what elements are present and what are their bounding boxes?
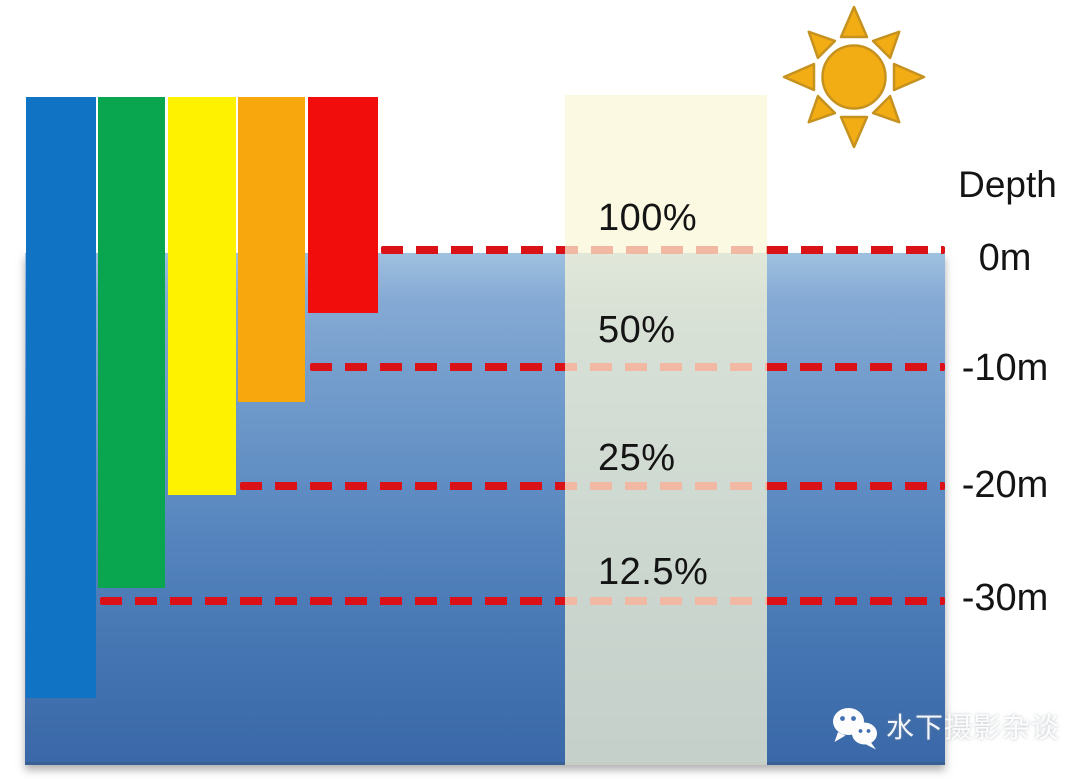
depth-tick-0m: 0m (978, 237, 1032, 279)
bar-green-light (98, 97, 165, 588)
watermark: 水下摄影杂谈 (831, 706, 1060, 750)
depth-tick-20m: -20m (961, 464, 1049, 506)
sun-disc (821, 44, 887, 110)
watermark-text: 水下摄影杂谈 (886, 712, 1061, 743)
bar-blue-light (26, 97, 96, 698)
sun-rays (782, 5, 926, 149)
sun-icon (782, 5, 926, 149)
wechat-icon (833, 708, 877, 750)
light-percent-50: 50% (598, 309, 676, 351)
light-percent-12-5: 12.5% (598, 551, 709, 593)
bar-red-light (308, 97, 378, 313)
bar-orange-light (238, 97, 305, 402)
bar-yellow-light (168, 97, 236, 495)
sunlight-beam (565, 95, 767, 765)
depth-tick-30m: -30m (961, 577, 1049, 619)
depth-tick-10m: -10m (961, 347, 1049, 389)
light-percent-25: 25% (598, 437, 676, 479)
depth-axis-title: Depth (958, 164, 1057, 205)
light-percent-100: 100% (598, 197, 698, 239)
depth-line-30m (100, 597, 945, 605)
